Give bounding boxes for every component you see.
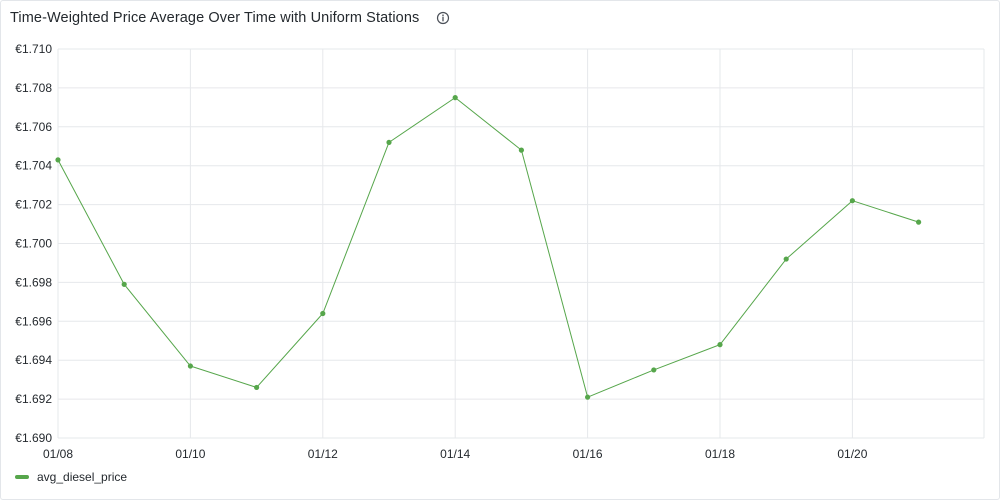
data-point[interactable] <box>452 95 458 101</box>
data-point[interactable] <box>121 281 127 287</box>
legend-label: avg_diesel_price <box>37 470 128 484</box>
panel-title: Time-Weighted Price Average Over Time wi… <box>10 10 420 26</box>
y-tick-label: €1.710 <box>15 42 52 56</box>
line-chart: €1.710 €1.708 €1.706 €1.704 €1.702 €1.700 €1.6… <box>15 42 985 461</box>
data-point[interactable] <box>254 384 260 391</box>
legend-swatch <box>15 475 29 479</box>
y-tick-label: €1.698 <box>15 275 52 289</box>
y-tick-label: €1.706 <box>15 120 52 134</box>
y-axis-ticks: €1.710 €1.708 €1.706 €1.704 €1.702 €1.700 €1.6… <box>15 42 52 445</box>
x-tick-label: 01/16 <box>573 447 603 461</box>
grid <box>57 48 985 439</box>
data-point[interactable] <box>717 342 723 348</box>
y-tick-label: €1.692 <box>15 392 52 406</box>
y-tick-label: €1.690 <box>15 431 52 445</box>
info-circle-icon[interactable] <box>435 10 451 26</box>
legend-item[interactable]: avg_diesel_price <box>15 470 127 484</box>
data-point[interactable] <box>585 394 591 400</box>
x-tick-label: 01/08 <box>43 447 73 461</box>
x-axis-ticks: 01/08 01/10 01/12 01/14 01/16 01/18 01/20 <box>43 447 868 461</box>
series-line-avg_diesel_price <box>57 97 919 398</box>
y-tick-label: €1.708 <box>15 81 52 95</box>
data-point[interactable] <box>651 367 657 373</box>
y-tick-label: €1.694 <box>15 353 52 367</box>
data-point[interactable] <box>386 139 392 145</box>
panel-header: Time-Weighted Price Average Over Time wi… <box>10 8 451 28</box>
x-tick-label: 01/18 <box>705 447 735 461</box>
data-point[interactable] <box>849 198 856 204</box>
x-tick-label: 01/14 <box>440 447 470 461</box>
data-point[interactable] <box>916 219 922 225</box>
data-point[interactable] <box>518 147 525 153</box>
data-point[interactable] <box>320 310 326 317</box>
data-point[interactable] <box>55 157 61 163</box>
y-tick-label: €1.696 <box>15 314 52 328</box>
x-tick-label: 01/12 <box>308 447 338 461</box>
y-tick-label: €1.702 <box>15 198 52 212</box>
series-layer <box>55 95 922 400</box>
y-tick-label: €1.704 <box>15 159 52 173</box>
data-point[interactable] <box>783 256 789 262</box>
x-tick-label: 01/20 <box>837 447 867 461</box>
x-tick-label: 01/10 <box>175 447 205 461</box>
data-point[interactable] <box>187 363 193 369</box>
y-tick-label: €1.700 <box>15 237 52 251</box>
